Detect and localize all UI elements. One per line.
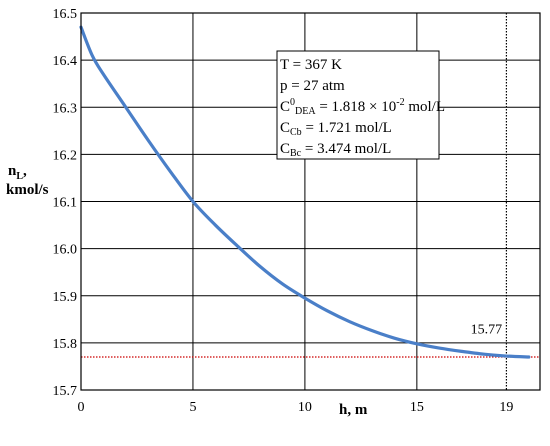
legend-line-temperature: T = 367 K: [280, 57, 342, 73]
y-axis-title-suffix: ,: [23, 163, 27, 179]
x-axis-title: h, m: [339, 402, 368, 418]
legend-line-pressure: p = 27 atm: [280, 78, 345, 94]
y-axis-title-line2: kmol/s: [6, 182, 49, 198]
y-tick-label: 16.0: [53, 243, 78, 258]
x-tick-label: 15: [410, 400, 424, 415]
y-tick-label: 16.2: [53, 148, 78, 163]
y-tick-labels: 15.7 15.8 15.9 16.0 16.1 16.2 16.3 16.4 16.5: [53, 7, 78, 399]
x-tick-label: 10: [298, 400, 312, 415]
value-annotation: 15.77: [471, 322, 503, 337]
y-tick-label: 16.5: [53, 7, 78, 22]
legend-box: T = 367 K p = 27 atm C0DEA = 1.818 × 10-…: [276, 50, 445, 160]
x-tick-label: 0: [78, 400, 85, 415]
y-tick-label: 15.7: [53, 384, 78, 399]
legend-frame: [276, 50, 440, 160]
y-axis-title-sub: L: [16, 171, 23, 182]
x-tick-labels: 0 5 10 15 19: [78, 400, 514, 415]
series-line: [79, 25, 531, 359]
y-tick-label: 16.3: [53, 101, 78, 116]
legend-line-bc-concentration: CBc = 3.474 mol/L: [280, 141, 391, 159]
annotations: 15.77: [471, 322, 503, 337]
plot-frame: [80, 12, 541, 391]
y-tick-label: 16.1: [53, 196, 78, 211]
legend-line-dea-concentration: C0DEA = 1.818 × 10-2 mol/L: [280, 97, 445, 117]
y-tick-label: 15.9: [53, 290, 78, 305]
x-tick-label: 5: [189, 400, 196, 415]
y-tick-label: 16.4: [53, 54, 78, 69]
y-tick-label: 15.8: [53, 337, 78, 352]
series-lines: [79, 25, 531, 359]
y-axis-title: nL, kmol/s: [6, 163, 49, 198]
y-axis-title-main: n: [8, 163, 17, 179]
legend-line-cb-concentration: CCb = 1.721 mol/L: [280, 120, 392, 138]
x-tick-label: 19: [499, 400, 513, 415]
reference-lines: [81, 13, 540, 390]
